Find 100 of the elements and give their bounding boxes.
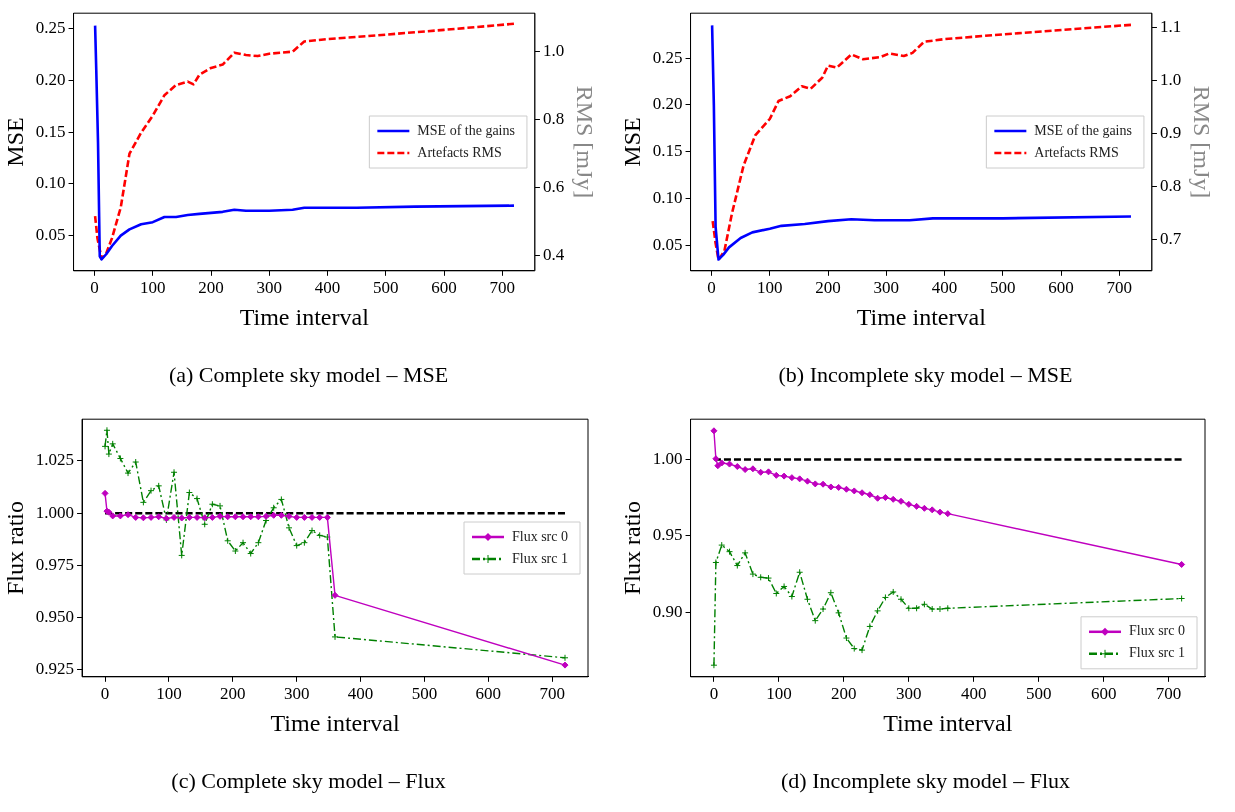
x-tick-label: 100 xyxy=(766,684,792,704)
y-axis-title: Flux ratio xyxy=(1,501,28,595)
point xyxy=(239,539,247,547)
point xyxy=(331,591,339,599)
point xyxy=(224,537,232,545)
y2-tick-label: 0.6 xyxy=(542,177,565,197)
y-tick-label: 0.05 xyxy=(35,225,66,245)
point xyxy=(710,661,718,669)
x-tick-label: 100 xyxy=(156,684,182,704)
x-axis-title: Time interval xyxy=(270,709,400,736)
point xyxy=(710,427,718,435)
y-tick-label: 0.15 xyxy=(35,121,66,141)
point xyxy=(109,440,117,448)
x-tick-label: 200 xyxy=(198,278,224,298)
point xyxy=(913,502,921,510)
text: (c) Complete sky model – Flux xyxy=(170,768,447,794)
x-axis-title: Time interval xyxy=(856,303,987,330)
point xyxy=(850,487,858,495)
x-tick-label: 400 xyxy=(931,278,958,298)
y-tick-label: 0.20 xyxy=(652,94,683,114)
y-tick-label: 0.25 xyxy=(652,47,683,67)
point xyxy=(124,469,132,477)
point xyxy=(757,468,765,476)
x-tick-label: 600 xyxy=(1048,278,1074,298)
point xyxy=(262,512,270,520)
point xyxy=(308,527,316,535)
point xyxy=(866,622,874,630)
legend-label: MSE of the gains xyxy=(417,122,515,138)
point xyxy=(712,559,720,566)
point xyxy=(277,495,285,503)
point xyxy=(132,513,140,521)
x-tick-label: 0 xyxy=(707,278,716,298)
point xyxy=(285,524,293,532)
point xyxy=(170,513,178,521)
point xyxy=(300,539,308,547)
x-axis-title: Time interval xyxy=(883,709,1013,736)
point xyxy=(714,462,722,470)
point xyxy=(155,482,163,490)
point xyxy=(277,511,285,519)
point xyxy=(323,533,331,541)
point xyxy=(561,661,569,669)
point xyxy=(780,472,788,480)
x-tick-label: 0 xyxy=(100,684,110,704)
point xyxy=(139,514,147,522)
point xyxy=(811,617,819,625)
x-tick-label: 500 xyxy=(411,684,438,704)
point xyxy=(827,589,835,597)
point xyxy=(788,593,796,601)
point xyxy=(300,513,308,521)
point xyxy=(1178,595,1186,603)
point xyxy=(105,450,113,458)
x-tick-label: 600 xyxy=(1090,684,1117,704)
y-tick-label: 0.950 xyxy=(35,607,75,627)
legend-label: Artefacts RMS xyxy=(1034,144,1119,160)
y-tick-label: 0.925 xyxy=(35,659,75,679)
legend-label: MSE of the gains xyxy=(1034,122,1132,138)
x-tick-label: 300 xyxy=(873,278,900,298)
point xyxy=(262,517,270,525)
point xyxy=(819,480,827,488)
point xyxy=(718,541,726,549)
point xyxy=(842,485,850,493)
x-tick-label: 700 xyxy=(1155,684,1182,704)
legend-label: Artefacts RMS xyxy=(417,144,502,160)
point xyxy=(101,442,109,450)
point xyxy=(920,504,928,512)
point xyxy=(897,595,905,603)
x-tick-label: 500 xyxy=(373,278,399,298)
point xyxy=(835,609,843,617)
x-tick-label: 500 xyxy=(990,278,1016,298)
point xyxy=(928,605,936,613)
y-tick-label: 0.90 xyxy=(652,601,683,621)
point xyxy=(874,494,882,502)
point xyxy=(216,502,224,510)
point xyxy=(178,514,186,522)
y2-tick-label: 0.8 xyxy=(1159,175,1182,195)
text: (d) Incomplete sky model – Flux xyxy=(780,768,1071,794)
x-tick-label: 400 xyxy=(347,684,374,704)
point xyxy=(944,510,952,518)
point xyxy=(231,513,239,521)
point xyxy=(116,454,124,462)
y2-tick-label: 1.0 xyxy=(1159,69,1182,89)
point xyxy=(811,480,819,488)
x-tick-label: 200 xyxy=(220,684,246,704)
y2-tick-label: 0.4 xyxy=(542,245,565,265)
legend-label: Flux src 1 xyxy=(1129,645,1185,661)
y2-tick-label: 0.9 xyxy=(1159,122,1182,142)
text: (a) Complete sky model – MSE xyxy=(167,362,450,388)
point xyxy=(749,570,757,578)
point xyxy=(139,498,147,506)
y-axis-title: MSE xyxy=(1,117,28,167)
point xyxy=(208,513,216,521)
point xyxy=(726,460,734,468)
point xyxy=(308,513,316,521)
point xyxy=(835,483,843,491)
point xyxy=(1178,560,1186,568)
point xyxy=(850,645,858,653)
y-tick-label: 0.95 xyxy=(652,525,683,545)
x-tick-label: 0 xyxy=(709,684,719,704)
point xyxy=(796,568,804,576)
x-tick-label: 600 xyxy=(475,684,502,704)
